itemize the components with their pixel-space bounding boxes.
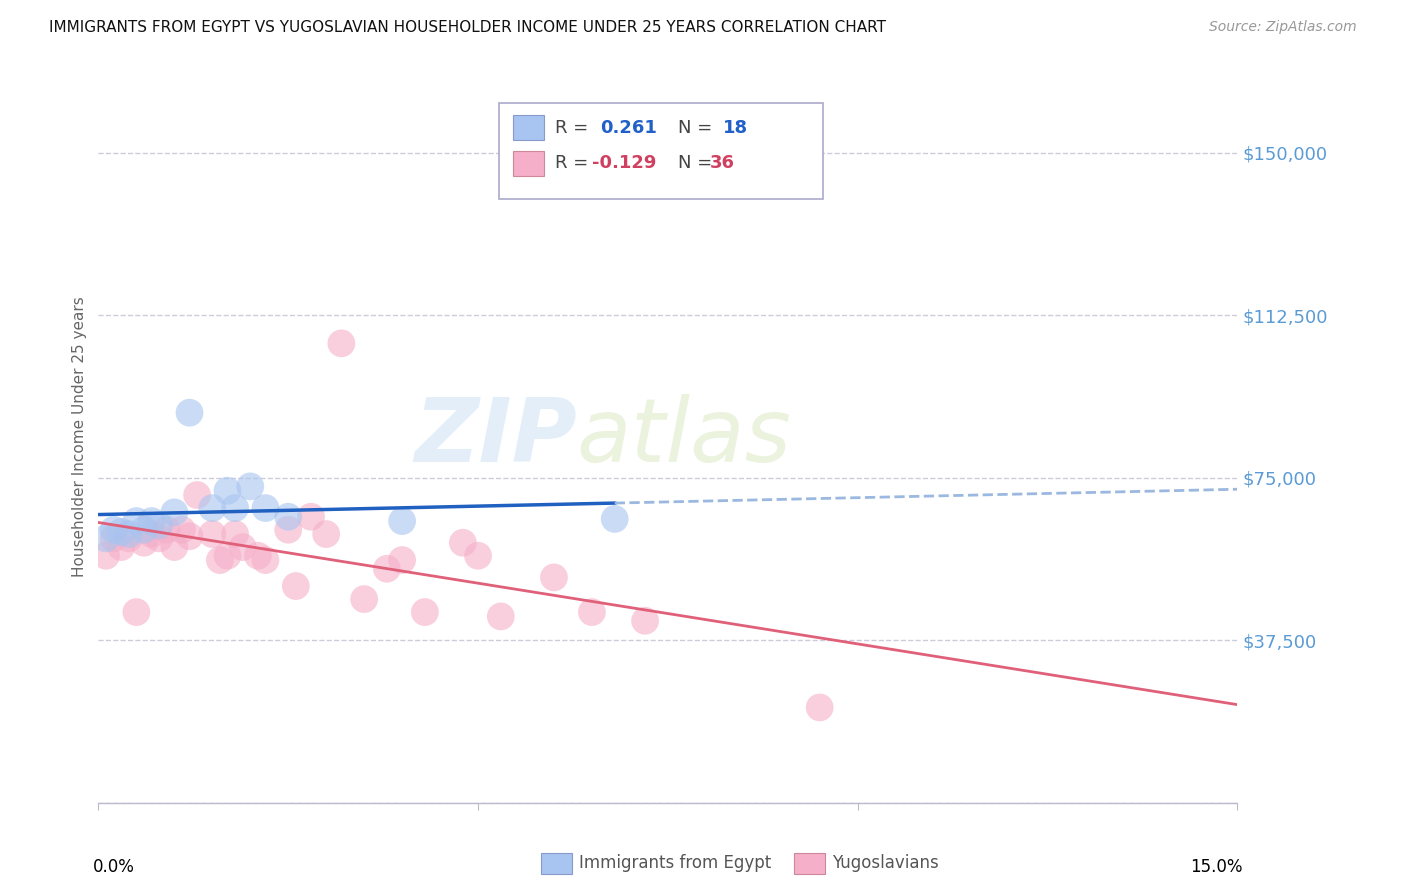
Point [254,501,277,516]
Point [232,540,254,554]
Point [391,553,413,567]
Point [224,527,246,541]
Point [391,514,413,528]
Point [603,512,626,526]
Point [132,523,155,537]
Point [103,532,125,546]
Text: R =: R = [555,154,589,172]
Point [163,540,186,554]
Text: Immigrants from Egypt: Immigrants from Egypt [579,855,772,872]
Point [353,592,375,607]
Text: 0.0%: 0.0% [93,858,135,876]
Text: R =: R = [555,119,595,136]
Text: N =: N = [678,154,711,172]
Point [141,527,163,541]
Point [239,479,262,493]
Point [284,579,307,593]
Text: Yugoslavians: Yugoslavians [832,855,939,872]
Point [315,527,337,541]
Point [330,336,353,351]
Point [467,549,489,563]
Point [634,614,657,628]
Text: N =: N = [678,119,717,136]
Point [125,605,148,619]
Point [254,553,277,567]
Point [179,406,201,420]
Point [179,529,201,543]
Text: 18: 18 [723,119,748,136]
Point [201,501,224,516]
Point [118,532,141,546]
Point [156,523,179,537]
Point [125,514,148,528]
Point [489,609,512,624]
Point [132,535,155,549]
Point [110,524,132,539]
Point [375,562,398,576]
Point [141,514,163,528]
Point [451,535,474,549]
Text: -0.129: -0.129 [592,154,657,172]
Point [94,532,117,546]
Point [217,549,239,563]
Point [201,527,224,541]
Text: ZIP: ZIP [413,393,576,481]
Text: 0.261: 0.261 [600,119,657,136]
Point [94,549,117,563]
Point [413,605,436,619]
Point [118,527,141,541]
Text: atlas: atlas [576,394,792,480]
Point [163,505,186,519]
Point [217,483,239,498]
Point [110,540,132,554]
Y-axis label: Householder Income Under 25 years: Householder Income Under 25 years [72,297,87,577]
Point [148,532,170,546]
Text: 15.0%: 15.0% [1191,858,1243,876]
Point [103,523,125,537]
Point [246,549,269,563]
Point [808,700,831,714]
Text: Source: ZipAtlas.com: Source: ZipAtlas.com [1209,20,1357,34]
Point [208,553,231,567]
Point [277,523,299,537]
Point [170,523,193,537]
Point [148,518,170,533]
Point [186,488,208,502]
Text: IMMIGRANTS FROM EGYPT VS YUGOSLAVIAN HOUSEHOLDER INCOME UNDER 25 YEARS CORRELATI: IMMIGRANTS FROM EGYPT VS YUGOSLAVIAN HOU… [49,20,886,35]
Point [224,501,246,516]
Text: 36: 36 [710,154,735,172]
Point [581,605,603,619]
Point [299,509,322,524]
Point [277,509,299,524]
Point [543,570,565,584]
